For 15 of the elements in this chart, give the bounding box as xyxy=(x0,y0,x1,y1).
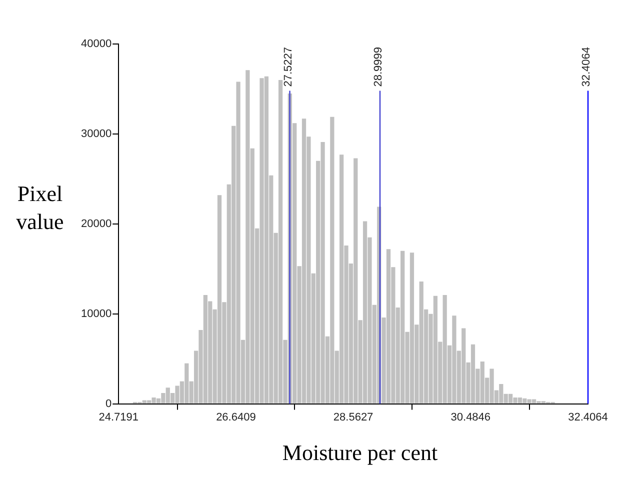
y-tick-label: 20000 xyxy=(80,218,112,230)
x-tick-label: 24.7191 xyxy=(98,411,138,424)
ref-line-label: 32.4064 xyxy=(580,47,593,87)
y-tick-label: 10000 xyxy=(80,308,112,320)
y-tick-label: 30000 xyxy=(80,128,112,140)
y-axis-title: Pixel value xyxy=(15,180,65,236)
x-tick-label: 30.4846 xyxy=(450,411,491,424)
x-tick-label: 26.6409 xyxy=(216,411,256,424)
y-tick-label: 40000 xyxy=(80,38,112,50)
x-tick-label: 28.5627 xyxy=(333,411,374,424)
ref-line-label: 28.9999 xyxy=(372,47,385,87)
x-tick-label: 32.4064 xyxy=(568,411,608,424)
y-tick-label: 0 xyxy=(105,398,112,410)
x-axis-title: Moisture per cent xyxy=(281,440,439,466)
ref-line-label: 27.5227 xyxy=(282,47,294,87)
